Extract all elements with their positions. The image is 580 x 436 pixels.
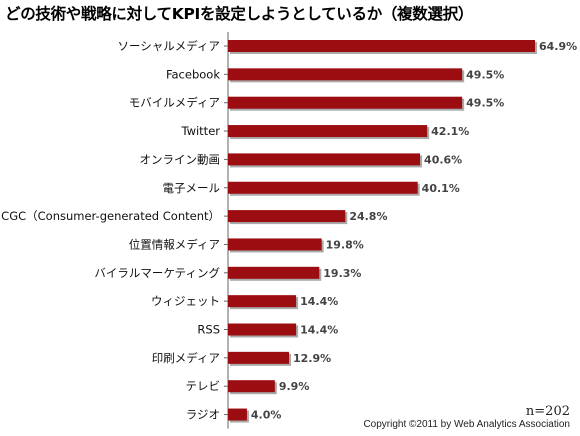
value-label: 14.4% (300, 295, 338, 308)
value-label: 64.9% (539, 40, 577, 53)
category-label: Twitter (180, 124, 220, 138)
bar (228, 153, 421, 166)
category-label: ソーシャルメディア (118, 39, 220, 53)
value-label: 49.5% (466, 97, 504, 110)
value-label: 4.0% (251, 409, 282, 422)
category-label: RSS (197, 323, 220, 337)
bar (228, 323, 297, 336)
bar (228, 125, 428, 138)
value-label: 14.4% (300, 324, 338, 337)
bar (228, 238, 322, 251)
category-label: CGC（Consumer-generated Content） (1, 209, 220, 223)
bar (228, 295, 297, 308)
bar (228, 210, 346, 223)
category-label: Facebook (166, 67, 220, 81)
value-label: 19.3% (323, 267, 361, 280)
category-label: ウィジェット (151, 294, 220, 308)
category-label: 印刷メディア (152, 351, 220, 365)
bar (228, 181, 418, 194)
value-label: 19.8% (326, 238, 364, 251)
chart-title: どの技術や戦略に対してKPIを設定しようとしているか（複数選択） (5, 5, 474, 23)
value-label: 42.1% (431, 125, 469, 138)
category-label: 電子メール (163, 181, 221, 195)
category-label: ラジオ (186, 408, 220, 422)
value-label: 40.1% (422, 182, 460, 195)
value-label: 40.6% (424, 153, 462, 166)
copyright-note: Copyright ©2011 by Web Analytics Associa… (363, 419, 570, 430)
category-label: テレビ (186, 379, 221, 393)
category-label: 位置情報メディア (129, 237, 220, 251)
bar (228, 408, 247, 421)
bar (228, 351, 290, 364)
category-label: モバイルメディア (129, 96, 220, 110)
bar (228, 96, 463, 109)
value-label: 12.9% (293, 352, 331, 365)
value-label: 9.9% (279, 380, 310, 393)
bar (228, 266, 320, 279)
bar (228, 380, 275, 393)
sample-size-note: n=202 (525, 404, 570, 419)
value-label: 49.5% (466, 68, 504, 81)
value-label: 24.8% (349, 210, 387, 223)
category-label: バイラルマーケティング (94, 266, 220, 280)
category-label: オンライン動画 (140, 152, 221, 166)
bar (228, 68, 463, 81)
bar (228, 40, 535, 52)
